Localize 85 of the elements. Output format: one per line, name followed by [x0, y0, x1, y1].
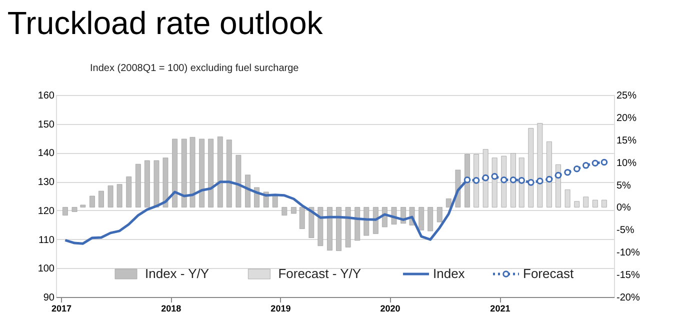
- bar: [282, 207, 288, 216]
- point: [518, 177, 526, 184]
- bar: [80, 204, 86, 208]
- y-tick-label: 90: [43, 292, 55, 304]
- chart-title: Truckload rate outlook: [7, 5, 324, 41]
- legend-label: Forecast - Y/Y: [278, 266, 362, 281]
- bar: [172, 138, 178, 208]
- bar: [428, 207, 434, 232]
- bar: [354, 207, 360, 241]
- bar: [135, 164, 141, 208]
- bar: [62, 207, 68, 216]
- y-tick-label: 120: [38, 206, 55, 217]
- bar: [291, 207, 296, 214]
- y-tick-label: 130: [38, 177, 55, 188]
- x-tick-label: 2020: [380, 304, 400, 314]
- bar: [190, 136, 196, 208]
- point: [554, 172, 562, 179]
- point: [536, 178, 544, 184]
- point: [564, 168, 571, 176]
- bar: [144, 160, 150, 208]
- y-tick-label: 100: [38, 264, 55, 275]
- bar: [217, 136, 223, 208]
- bar: [162, 158, 168, 208]
- bar: [108, 185, 114, 208]
- bar: [446, 198, 452, 208]
- bar: [299, 207, 305, 229]
- point: [500, 176, 508, 184]
- point: [491, 172, 498, 180]
- bar: [72, 207, 78, 212]
- y2-tick-label: -20%: [616, 292, 640, 304]
- point: [592, 160, 599, 166]
- bar: [583, 196, 589, 208]
- point: [510, 176, 517, 184]
- bar: [90, 196, 95, 208]
- bar: [601, 200, 607, 208]
- y-tick-label: 140: [38, 148, 55, 160]
- y-tick-label: 160: [38, 90, 55, 102]
- bar: [272, 194, 278, 208]
- bar: [592, 200, 598, 208]
- y2-tick-label: 25%: [616, 90, 637, 102]
- point: [528, 179, 534, 186]
- y-tick-label: 150: [38, 119, 55, 130]
- bar: [564, 190, 570, 208]
- y2-tick-label: 10%: [616, 158, 637, 169]
- y2-tick-label: 5%: [616, 180, 632, 192]
- point: [573, 165, 580, 172]
- point: [582, 162, 590, 169]
- x-tick-label: 2017: [51, 304, 72, 314]
- bar: [208, 138, 214, 208]
- bar: [236, 154, 242, 208]
- bar: [116, 184, 122, 208]
- bar: [181, 138, 187, 208]
- legend-label: Index - Y/Y: [145, 266, 210, 281]
- point: [482, 174, 489, 182]
- y2-tick-label: -15%: [616, 270, 640, 282]
- point: [546, 176, 553, 183]
- y2-tick-label: -5%: [616, 225, 634, 236]
- y2-tick-label: 15%: [616, 135, 637, 146]
- bar: [327, 207, 332, 251]
- bar: [345, 207, 351, 248]
- y2-tick-label: -10%: [616, 248, 640, 259]
- x-tick-label: 2018: [161, 304, 182, 314]
- bar: [364, 207, 370, 236]
- y2-tick-label: 0%: [616, 202, 632, 214]
- legend-label: Forecast: [523, 266, 574, 281]
- bar: [126, 176, 132, 208]
- legend-label: Index: [433, 266, 466, 281]
- point: [600, 158, 608, 166]
- chart-subtitle: Index (2008Q1 = 100) excluding fuel surcharge: [90, 63, 300, 74]
- bar: [199, 138, 205, 208]
- point: [472, 177, 480, 184]
- y-tick-label: 110: [38, 234, 55, 246]
- x-tick-label: 2019: [270, 304, 291, 314]
- bar: [336, 207, 342, 251]
- bar: [574, 201, 580, 208]
- bar: [245, 174, 250, 208]
- bar: [226, 140, 232, 208]
- bar: [318, 207, 324, 246]
- point: [464, 176, 471, 184]
- bar: [418, 207, 424, 230]
- y2-tick-label: 20%: [616, 112, 637, 124]
- x-tick-label: 2021: [490, 304, 510, 314]
- bar: [436, 207, 442, 222]
- bar: [98, 190, 104, 208]
- bar: [154, 160, 160, 208]
